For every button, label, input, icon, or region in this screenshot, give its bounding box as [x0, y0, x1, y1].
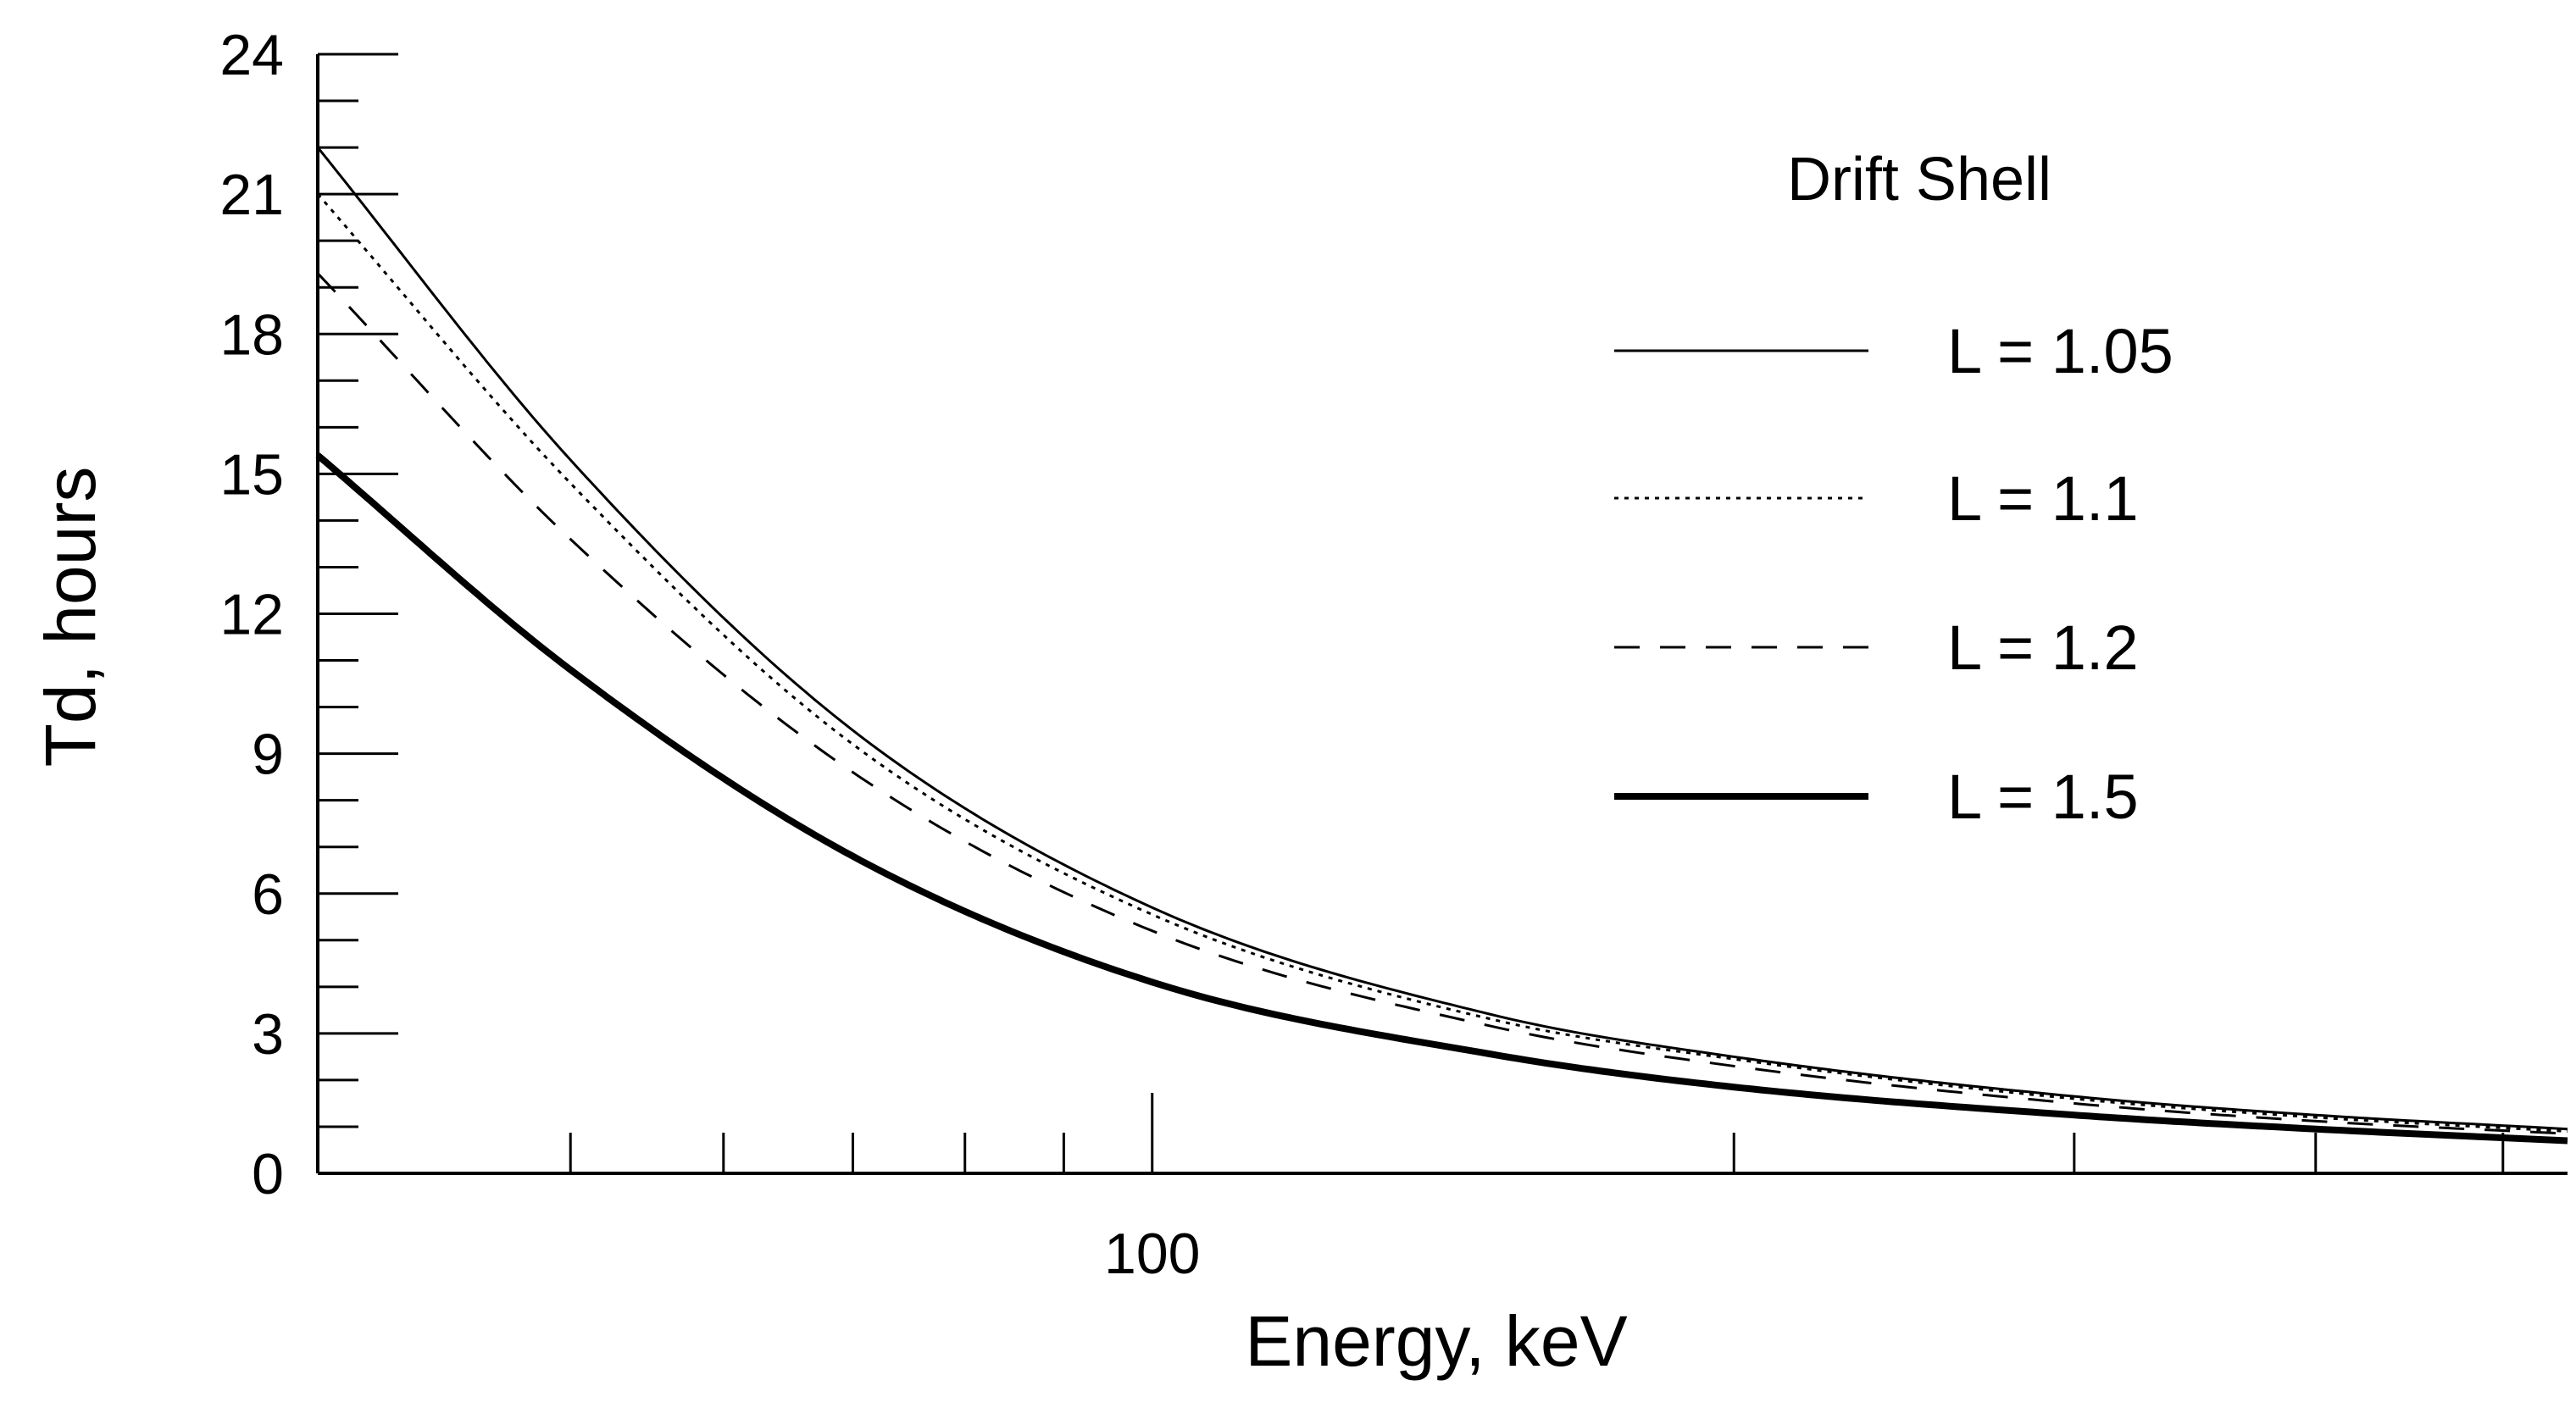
legend-label-2: L = 1.1 — [1947, 463, 2139, 534]
y-tick-label: 18 — [219, 302, 284, 367]
series-line-1 — [316, 147, 2568, 1131]
y-tick-label: 15 — [219, 442, 284, 507]
series-line-2 — [316, 193, 2568, 1133]
tick-labels: 0 3 6 9 12 15 18 21 24 100 — [219, 23, 1200, 1286]
y-tick-label: 6 — [252, 862, 284, 927]
y-tick-label: 21 — [219, 163, 284, 227]
legend: Drift Shell L = 1.05 L = 1.1 L = 1.2 L = 1.5 — [1614, 146, 2174, 832]
series-line-4 — [315, 452, 2568, 1145]
x-tick-label: 100 — [1104, 1222, 1200, 1286]
y-tick-label: 12 — [219, 583, 284, 647]
y-tick-label: 9 — [252, 723, 284, 787]
legend-label-4: L = 1.5 — [1947, 762, 2139, 832]
x-axis-title: Energy, keV — [1245, 1301, 1627, 1381]
y-tick-label: 3 — [252, 1002, 284, 1067]
legend-label-1: L = 1.05 — [1947, 316, 2174, 386]
series-lines — [315, 147, 2568, 1145]
y-tick-label: 0 — [252, 1142, 284, 1206]
tick-marks — [318, 53, 2505, 1175]
legend-title: Drift Shell — [1787, 146, 2051, 213]
y-tick-label: 24 — [219, 23, 284, 87]
series-line-3 — [316, 272, 2568, 1135]
y-axis-title: Td, hours — [31, 467, 110, 768]
legend-label-3: L = 1.2 — [1947, 613, 2139, 683]
axes — [316, 54, 2568, 1175]
